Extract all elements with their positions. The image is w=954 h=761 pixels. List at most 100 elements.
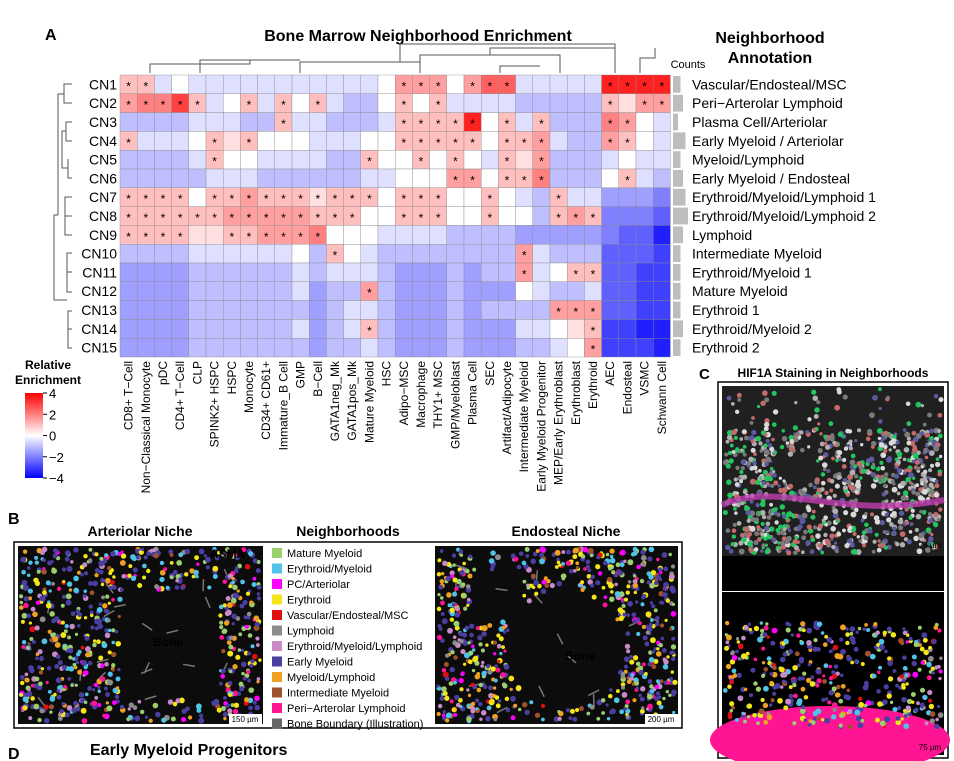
- cell-dot: [815, 459, 820, 463]
- heatmap-cell: [136, 300, 155, 320]
- cell-dot: [90, 625, 95, 630]
- heatmap-cell: [463, 225, 482, 245]
- cell-dot: [226, 703, 230, 708]
- cell-dot: [932, 639, 937, 645]
- cell-dot: [445, 712, 452, 719]
- cell-dot: [927, 511, 932, 516]
- heatmap-cell: [412, 262, 430, 282]
- cell-dot: [63, 629, 68, 634]
- cell-dot: [246, 611, 252, 617]
- cell-dot: [746, 703, 753, 709]
- cell-dot: [241, 648, 245, 652]
- heatmap-cell: [309, 281, 327, 301]
- heatmap-cell: [274, 319, 293, 339]
- cell-dot: [642, 635, 648, 641]
- cell-dot: [480, 664, 484, 668]
- heatmap-cell: [309, 338, 327, 358]
- cell-dot: [895, 440, 900, 445]
- cell-dot: [911, 660, 917, 667]
- cell-dot: [462, 632, 468, 638]
- cell-dot: [796, 663, 801, 668]
- cell-dot: [537, 583, 542, 589]
- cell-dot: [146, 551, 151, 556]
- heatmap-cell: [274, 262, 293, 282]
- cell-dot: [886, 433, 891, 438]
- heatmap-cell: [240, 262, 258, 282]
- cell-dot: [722, 510, 728, 516]
- heatmap-cell: [515, 93, 533, 113]
- cell-dot: [788, 623, 792, 627]
- cell-dot: [812, 427, 817, 432]
- legend-swatch: [272, 718, 282, 729]
- cell-dot: [827, 434, 831, 439]
- bone-boundary: [588, 689, 600, 697]
- cell-dot: [832, 493, 837, 498]
- cell-dot: [870, 512, 874, 517]
- heatmap-cell: [119, 300, 138, 320]
- cell-dot: [797, 676, 803, 681]
- heatmap-cell: [481, 93, 499, 113]
- heatmap-cell: [188, 300, 207, 320]
- cell-dot: [83, 700, 88, 705]
- cell-dot: [762, 632, 768, 638]
- cell-dot: [478, 682, 484, 688]
- row-annotation: Peri−Arterolar Lymphoid: [692, 95, 843, 111]
- cell-dot: [753, 657, 758, 662]
- heatmap-cell: [377, 262, 396, 282]
- cell-dot: [463, 606, 468, 611]
- significance-star: *: [367, 192, 372, 206]
- cell-dot: [817, 523, 824, 529]
- cell-dot: [446, 561, 452, 568]
- cell-dot: [488, 558, 495, 564]
- cell-dot: [115, 686, 120, 690]
- cell-dot: [801, 628, 806, 633]
- cell-dot: [235, 616, 241, 621]
- cell-dot: [439, 579, 445, 584]
- cell-dot: [502, 683, 508, 689]
- cell-dot: [627, 580, 632, 584]
- cell-dot: [884, 649, 888, 654]
- cell-dot: [760, 549, 764, 553]
- cell-dot: [647, 703, 653, 710]
- cell-dot: [541, 579, 547, 585]
- heatmap-cell: [532, 338, 551, 358]
- panel-d-title: Early Myeloid Progenitors: [90, 742, 287, 759]
- cell-dot: [771, 437, 775, 442]
- heatmap-cell: [154, 112, 172, 132]
- cell-dot: [868, 456, 875, 463]
- cell-dot: [875, 630, 880, 635]
- cell-dot: [169, 575, 174, 580]
- column-label: HSPC: [225, 361, 239, 395]
- cell-dot: [98, 569, 104, 575]
- heatmap-cell: [567, 74, 585, 94]
- heatmap-cell: [377, 112, 396, 132]
- cell-dot: [228, 635, 234, 641]
- cell-dot: [769, 466, 774, 471]
- heatmap-cell: [119, 281, 138, 301]
- cell-dot: [137, 583, 143, 589]
- cell-dot: [42, 558, 46, 563]
- cell-dot: [807, 417, 812, 422]
- cell-dot: [928, 536, 934, 542]
- legend-label: Myeloid/Lymphoid: [287, 672, 375, 684]
- heatmap-cell: [412, 281, 430, 301]
- image-label: Bone: [565, 649, 595, 663]
- cell-dot: [902, 627, 906, 631]
- significance-star: *: [419, 155, 424, 169]
- cell-dot: [938, 676, 942, 681]
- cell-dot: [55, 654, 61, 660]
- cell-dot: [128, 564, 133, 569]
- significance-star: *: [539, 117, 544, 131]
- cell-dot: [54, 664, 60, 669]
- row-label: CN11: [82, 264, 117, 280]
- cell-dot: [912, 444, 917, 450]
- significance-star: *: [281, 192, 286, 206]
- cell-dot: [833, 664, 839, 669]
- cell-dot: [439, 695, 445, 702]
- cell-dot: [887, 676, 894, 682]
- cell-dot: [762, 390, 768, 396]
- cell-dot: [908, 636, 913, 641]
- cell-dot: [249, 663, 254, 668]
- cell-dot: [502, 630, 507, 634]
- column-label: SEC: [483, 361, 497, 386]
